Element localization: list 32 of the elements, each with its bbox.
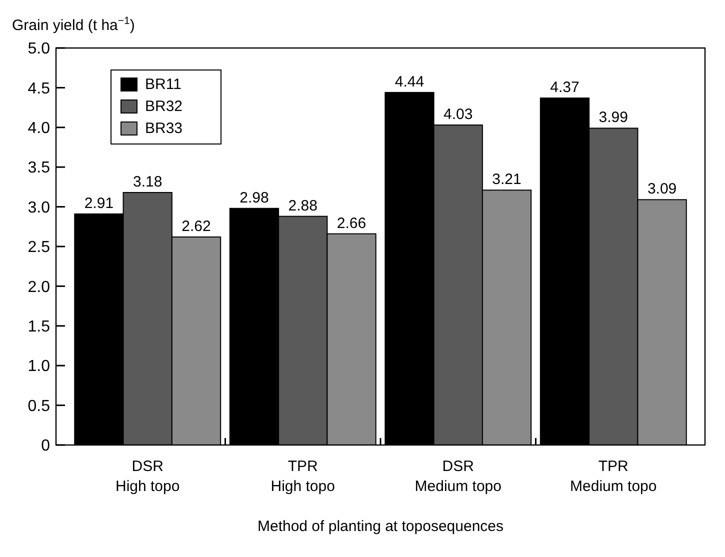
x-axis-title: Method of planting at toposequences [257,518,504,535]
y-tick-label: 1.5 [28,318,50,336]
data-label: 3.09 [647,180,677,198]
data-label: 2.62 [182,218,211,235]
legend-label: BR11 [145,76,182,93]
x-tick-label: TPR Medium topo [570,458,657,495]
data-label: 4.03 [444,106,473,124]
legend-label: BR33 [145,120,183,137]
data-label: 2.98 [240,189,269,206]
y-tick-label: 4.0 [28,120,50,137]
y-axis-title: Grain yield (t ha$^{−1}$) [12,15,135,34]
y-tick-label: 0 [41,438,50,455]
y-tick-label: 3.5 [28,160,50,177]
legend-label: BR32 [145,98,183,115]
y-tick-label: 3.0 [28,199,50,216]
y-tick-label: 2.5 [28,239,50,256]
x-tick-label: DSR Medium topo [414,458,502,495]
data-label: 4.44 [394,73,424,90]
y-tick-label: 5.0 [28,40,50,58]
y-tick-label: 4.5 [28,80,50,98]
data-label: 3.99 [598,109,628,126]
x-tick-label: TPR High topo [270,458,335,495]
y-tick-label: 0.5 [28,398,50,415]
y-tick-label: 2.0 [28,278,50,296]
data-label: 4.37 [550,79,580,96]
data-label: 2.66 [336,214,366,232]
data-label: 3.18 [133,174,162,191]
y-tick-label: 1.0 [28,358,50,376]
data-label: 2.88 [288,197,318,214]
data-label: 3.21 [492,171,522,188]
data-label: 2.91 [84,194,114,212]
x-tick-label: DSR High topo [115,458,180,495]
